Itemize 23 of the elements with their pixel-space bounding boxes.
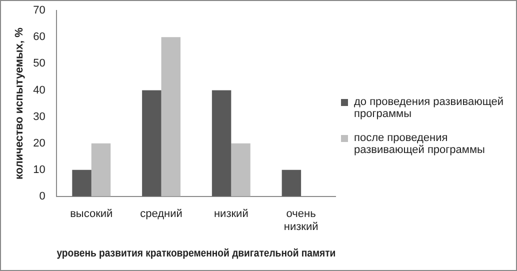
x-axis-title: уровень развития кратковременной двигательной памяти — [56, 248, 336, 260]
bar — [142, 90, 162, 196]
bar — [212, 90, 232, 196]
y-tick-label: 40 — [33, 84, 46, 96]
x-tick-label: низкий — [214, 208, 248, 220]
bar — [91, 143, 111, 196]
bar — [72, 170, 92, 196]
bar — [161, 37, 180, 196]
y-axis-title: количество испытуемых, % — [14, 27, 26, 180]
x-tick-label: очень низкий — [284, 208, 318, 234]
bar — [282, 170, 302, 196]
x-tick-label: средний — [140, 208, 182, 220]
y-tick-label: 20 — [33, 137, 46, 150]
y-tick-label: 60 — [33, 31, 46, 44]
y-tick-label: 10 — [33, 164, 46, 176]
legend-label: после проведения развивающей программы — [354, 132, 486, 156]
y-tick-label: 30 — [33, 110, 46, 123]
bar — [231, 143, 250, 196]
y-tick-label: 50 — [33, 58, 46, 70]
x-tick-label: высокий — [70, 208, 113, 220]
legend-label: до проведения развивающей программы — [354, 96, 505, 120]
y-tick-label: 70 — [33, 4, 46, 17]
y-tick-label: 0 — [39, 190, 46, 202]
